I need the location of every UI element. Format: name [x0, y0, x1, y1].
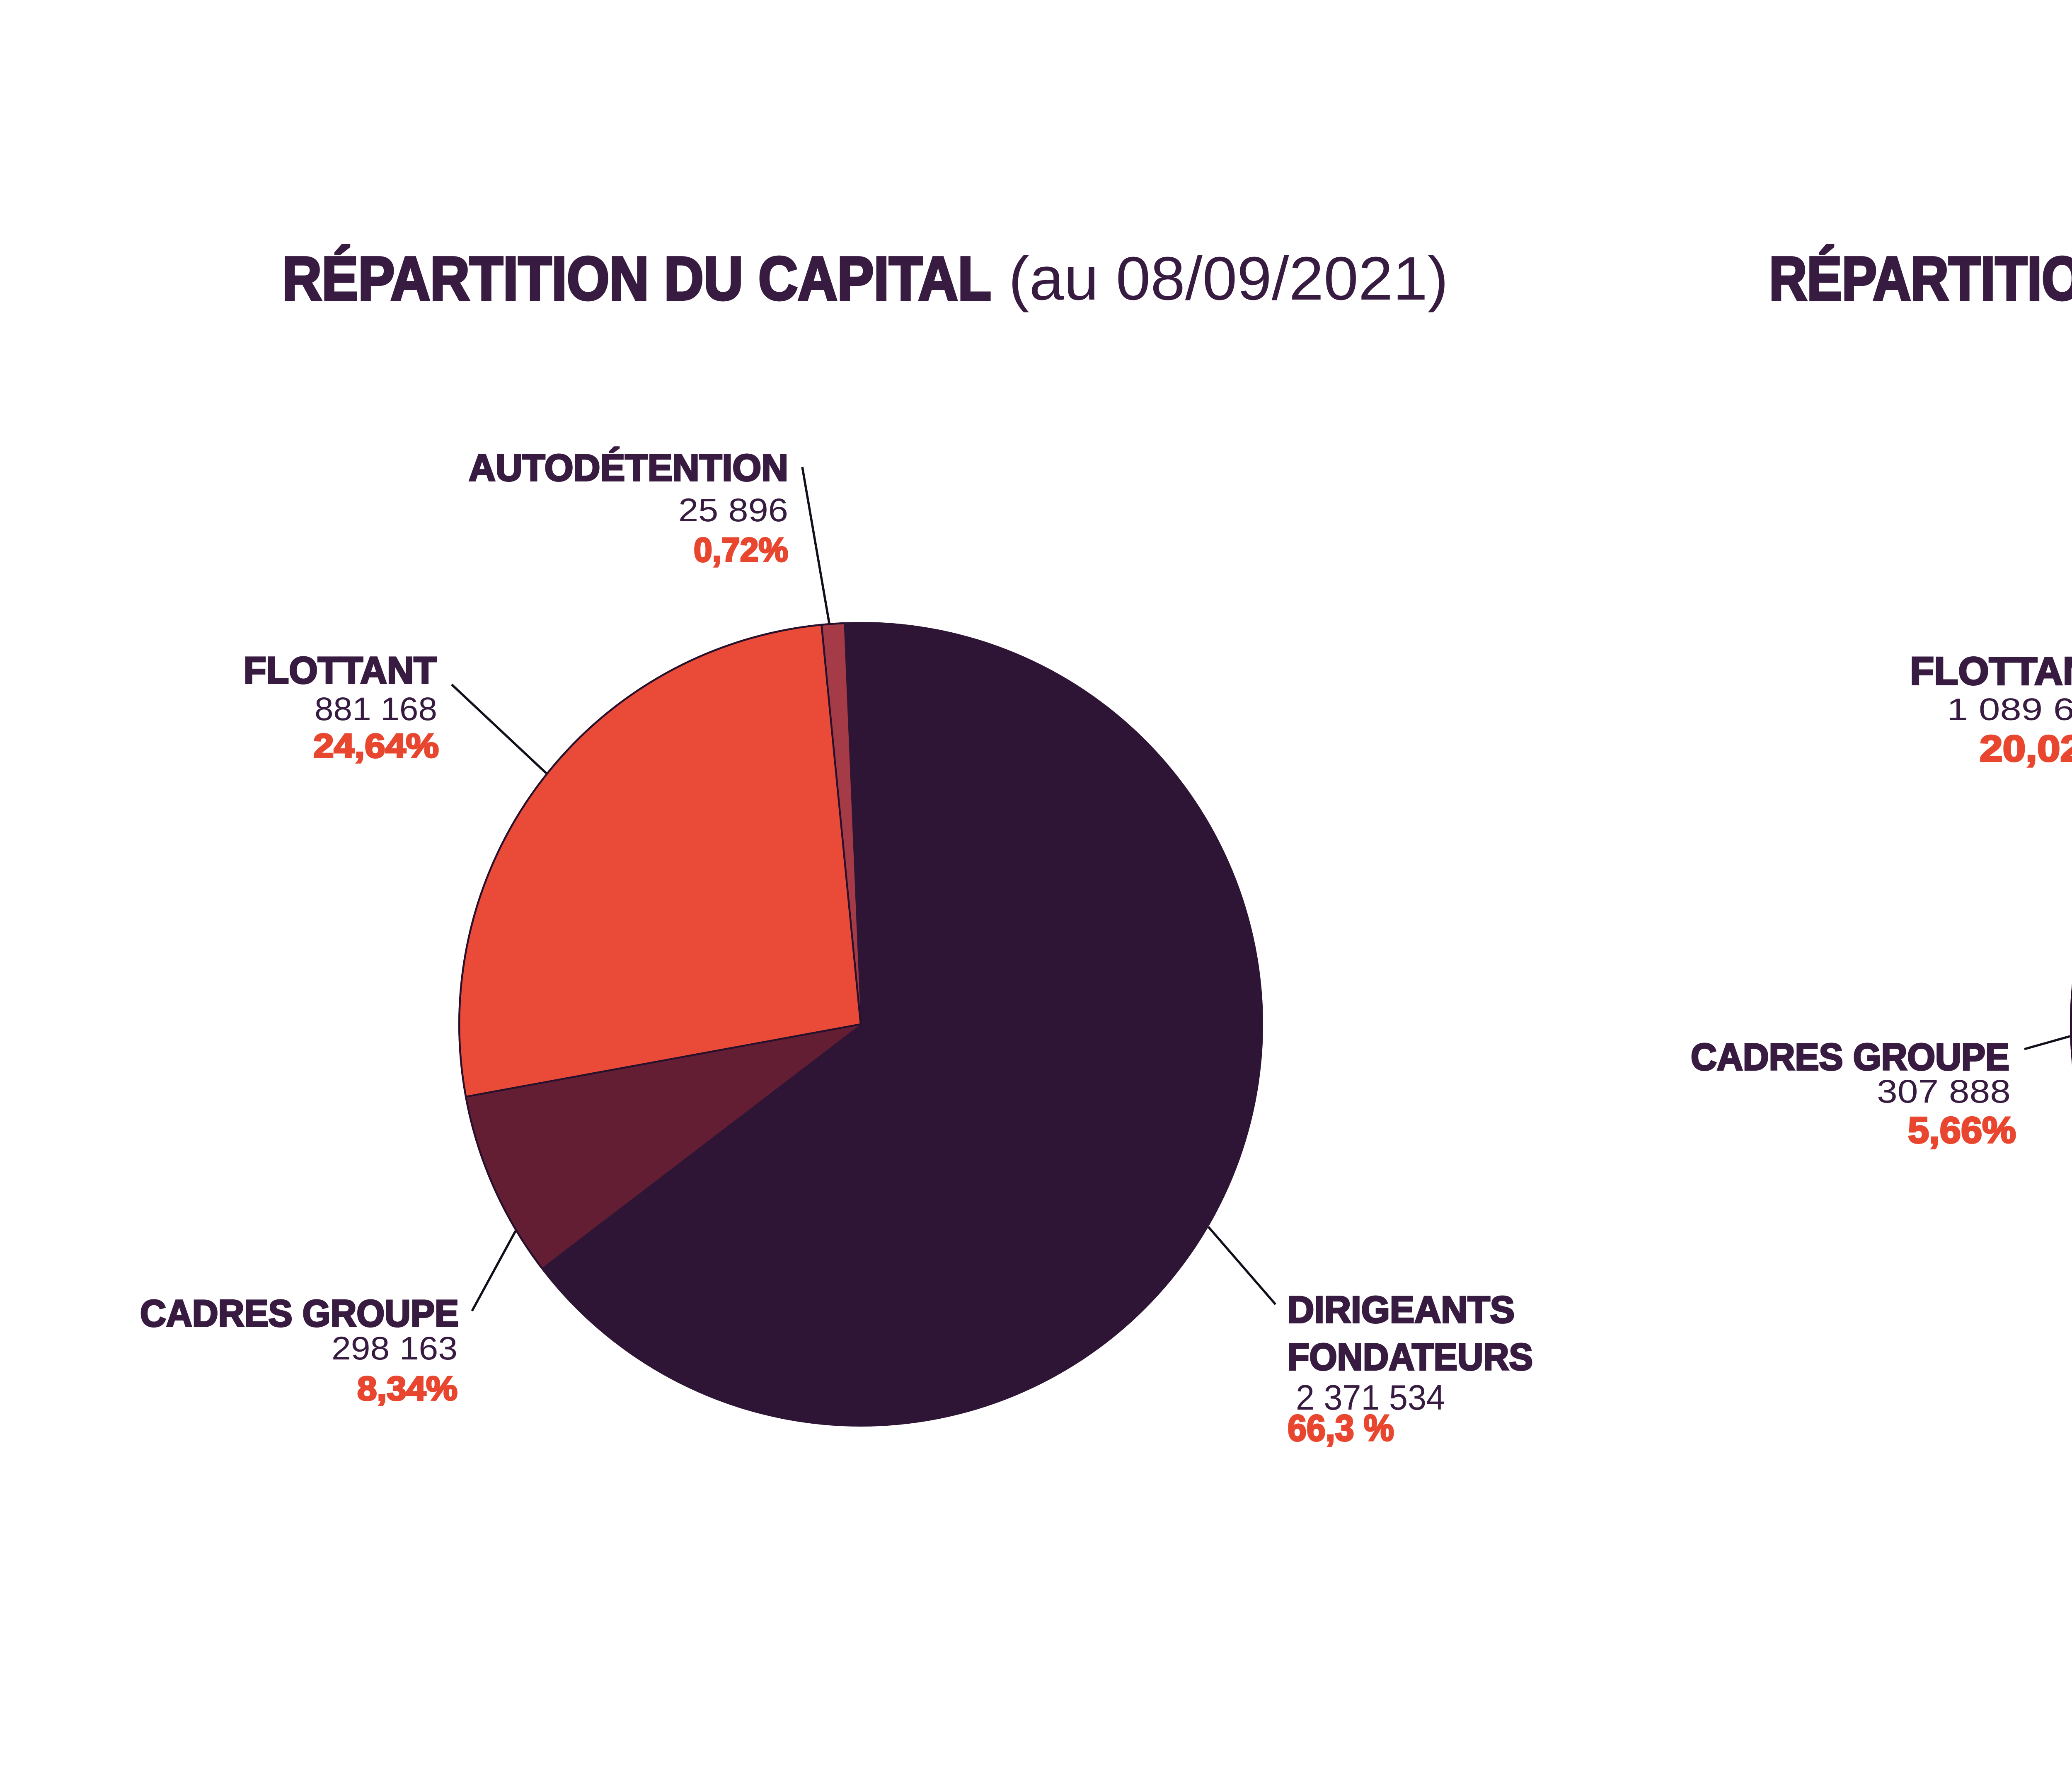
svg-text:0,72%: 0,72%: [694, 531, 788, 569]
svg-text:FLOTTANT: FLOTTANT: [1910, 649, 2072, 693]
svg-text:2 371 534: 2 371 534: [1296, 1378, 1445, 1417]
svg-text:RÉPARTITION DES DROITS DE VOTE: RÉPARTITION DES DROITS DE VOTE (au 08/09…: [1769, 244, 2072, 313]
svg-text:881 168: 881 168: [315, 690, 437, 727]
svg-text:66,3 %: 66,3 %: [1288, 1407, 1394, 1449]
svg-text:5,66%: 5,66%: [1908, 1109, 2016, 1151]
svg-text:25 896: 25 896: [678, 491, 788, 528]
svg-text:24,64%: 24,64%: [313, 727, 439, 765]
svg-text:AUTODÉTENTION: AUTODÉTENTION: [469, 447, 788, 489]
svg-text:CADRES GROUPE: CADRES GROUPE: [1691, 1036, 2009, 1078]
svg-text:RÉPARTITION DU CAPITAL (au 08/: RÉPARTITION DU CAPITAL (au 08/09/2021): [282, 244, 1448, 313]
svg-text:307 888: 307 888: [1877, 1073, 2011, 1110]
svg-text:8,34%: 8,34%: [357, 1370, 457, 1408]
svg-text:20,02%: 20,02%: [1980, 728, 2072, 769]
svg-text:FONDATEURS: FONDATEURS: [1288, 1336, 1533, 1378]
svg-text:DIRIGEANTS: DIRIGEANTS: [1288, 1289, 1515, 1331]
svg-text:298 163: 298 163: [332, 1330, 457, 1367]
svg-text:CADRES GROUPE: CADRES GROUPE: [140, 1293, 459, 1335]
svg-text:1 089 643: 1 089 643: [1947, 692, 2072, 727]
svg-text:FLOTTANT: FLOTTANT: [244, 650, 436, 692]
